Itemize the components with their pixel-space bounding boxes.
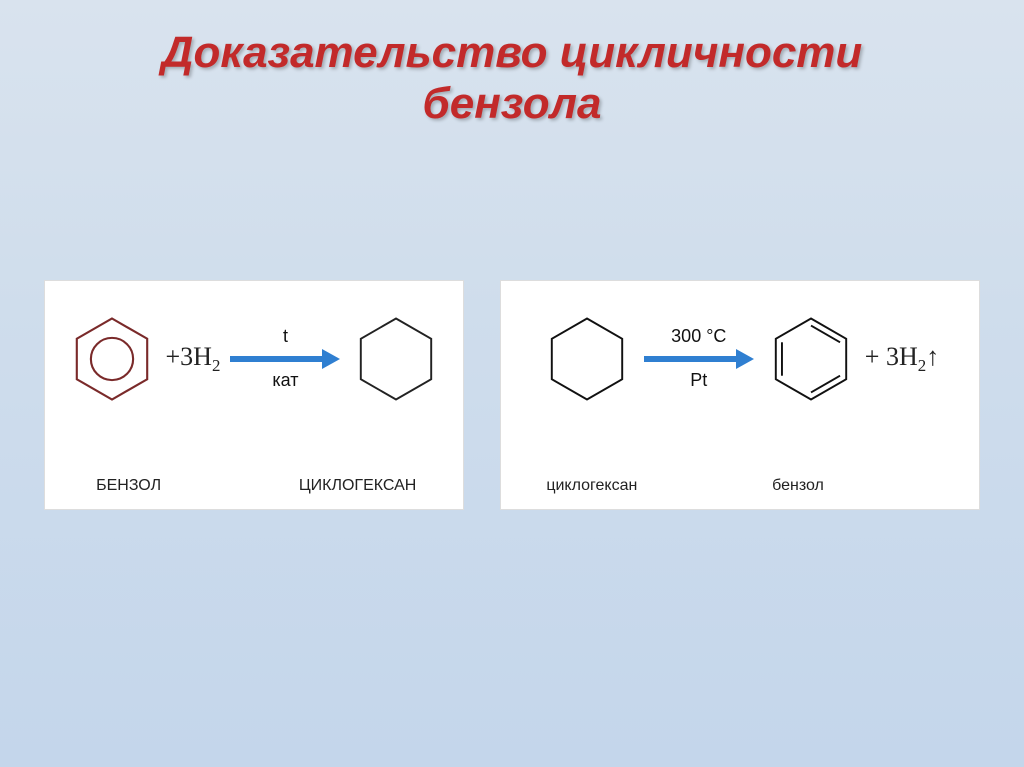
cyclohexane-icon-2: [539, 304, 635, 414]
caption-cyclohexane-2: циклогексан: [501, 477, 683, 495]
captions-left: БЕНЗОЛ ЦИКЛОГЕКСАН: [45, 477, 463, 495]
arrow-icon: [644, 347, 754, 371]
caption-benzene-2: бензол: [683, 477, 884, 495]
arrow-right-bot-label: Pt: [690, 371, 707, 391]
arrow-icon: [230, 347, 340, 371]
arrow-right-top-label: 300 °C: [671, 327, 726, 347]
benzene-kekule-icon: [763, 304, 859, 414]
panel-dehydrogenation: 300 °C Pt + 3H2↑ циклогексан б: [500, 280, 980, 510]
arrow-right: 300 °C Pt: [639, 327, 759, 391]
captions-right: циклогексан бензол: [501, 477, 979, 495]
reagent-3h2: +3H2: [163, 342, 222, 376]
title-line-2: бензола: [423, 79, 602, 128]
arrow-left: t кат: [226, 327, 344, 391]
cyclohexane-icon: [349, 304, 443, 414]
title-line-1: Доказательство цикличности: [162, 28, 863, 77]
caption-benzene: БЕНЗОЛ: [45, 477, 212, 495]
reaction-panels: +3H2 t кат БЕНЗОЛ ЦИКЛОГЕКСАН: [0, 280, 1024, 510]
benzene-circle-icon: [65, 304, 159, 414]
arrow-left-bot-label: кат: [272, 371, 298, 391]
reaction-row-right: 300 °C Pt + 3H2↑: [521, 299, 959, 419]
product-3h2: + 3H2↑: [863, 342, 941, 376]
caption-empty: [883, 477, 979, 495]
panel-hydrogenation: +3H2 t кат БЕНЗОЛ ЦИКЛОГЕКСАН: [44, 280, 464, 510]
page-title: Доказательство цикличности бензола: [0, 0, 1024, 129]
reaction-row-left: +3H2 t кат: [65, 299, 443, 419]
caption-cyclohexane: ЦИКЛОГЕКСАН: [212, 477, 463, 495]
arrow-left-top-label: t: [283, 327, 288, 347]
